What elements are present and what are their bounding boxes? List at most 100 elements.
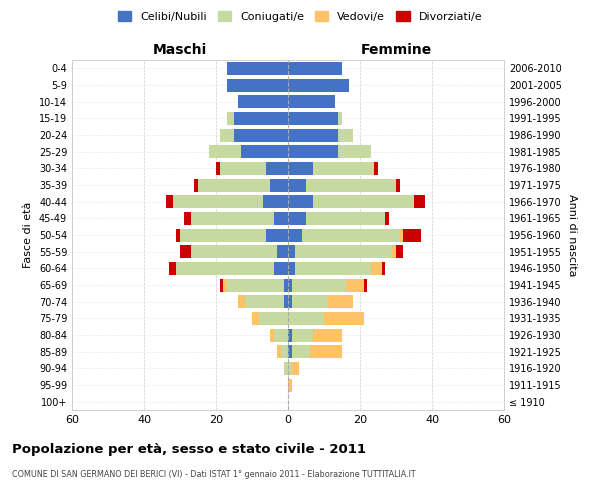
Bar — [306, 212, 385, 225]
Bar — [292, 345, 310, 358]
Bar — [313, 162, 374, 175]
Bar — [302, 228, 400, 241]
Bar — [191, 245, 277, 258]
Bar — [216, 162, 220, 175]
Bar — [238, 295, 245, 308]
Bar — [292, 278, 346, 291]
Bar — [284, 362, 288, 375]
Bar — [227, 278, 284, 291]
Bar — [328, 295, 353, 308]
Bar — [288, 128, 338, 141]
Bar — [166, 195, 173, 208]
Bar — [288, 328, 292, 342]
Bar — [234, 112, 288, 125]
Bar — [292, 295, 328, 308]
Legend: Celibi/Nubili, Coniugati/e, Vedovi/e, Divorziati/e: Celibi/Nubili, Coniugati/e, Vedovi/e, Di… — [115, 8, 485, 25]
Bar — [274, 212, 288, 225]
Bar — [284, 278, 288, 291]
Bar — [400, 228, 403, 241]
Bar — [392, 245, 396, 258]
Bar — [266, 162, 288, 175]
Bar — [277, 245, 288, 258]
Bar — [194, 178, 198, 192]
Bar — [245, 295, 284, 308]
Bar — [288, 212, 306, 225]
Bar — [288, 312, 324, 325]
Bar — [284, 295, 288, 308]
Y-axis label: Anni di nascita: Anni di nascita — [567, 194, 577, 276]
Bar — [180, 245, 191, 258]
Bar — [288, 78, 349, 92]
Bar — [385, 212, 389, 225]
Bar — [313, 328, 342, 342]
Bar — [288, 112, 338, 125]
Bar — [173, 195, 263, 208]
Bar — [169, 262, 176, 275]
Bar — [403, 228, 421, 241]
Bar — [227, 62, 288, 75]
Bar — [288, 145, 338, 158]
Bar — [288, 378, 292, 392]
Bar — [288, 345, 292, 358]
Bar — [234, 128, 288, 141]
Text: Maschi: Maschi — [153, 42, 207, 56]
Bar — [266, 228, 288, 241]
Bar — [374, 162, 378, 175]
Bar — [371, 262, 382, 275]
Bar — [338, 112, 342, 125]
Bar — [396, 245, 403, 258]
Bar — [270, 328, 274, 342]
Bar — [288, 162, 313, 175]
Bar — [288, 62, 342, 75]
Bar — [220, 162, 266, 175]
Bar — [313, 195, 414, 208]
Bar — [209, 145, 241, 158]
Bar — [274, 262, 288, 275]
Bar — [310, 345, 342, 358]
Bar — [292, 362, 299, 375]
Bar — [396, 178, 400, 192]
Bar — [346, 278, 364, 291]
Bar — [338, 145, 371, 158]
Bar — [220, 128, 234, 141]
Bar — [223, 278, 227, 291]
Bar — [295, 245, 392, 258]
Bar — [288, 278, 292, 291]
Bar — [274, 328, 288, 342]
Bar — [288, 245, 295, 258]
Bar — [191, 212, 274, 225]
Bar — [414, 195, 425, 208]
Bar — [176, 228, 180, 241]
Bar — [184, 212, 191, 225]
Bar — [220, 278, 223, 291]
Bar — [238, 95, 288, 108]
Bar — [288, 295, 292, 308]
Text: Femmine: Femmine — [361, 42, 431, 56]
Bar — [382, 262, 385, 275]
Bar — [176, 262, 274, 275]
Bar — [364, 278, 367, 291]
Bar — [288, 262, 295, 275]
Bar — [288, 195, 313, 208]
Bar — [263, 195, 288, 208]
Bar — [252, 312, 259, 325]
Bar — [292, 328, 313, 342]
Bar — [180, 228, 266, 241]
Bar — [295, 262, 371, 275]
Bar — [324, 312, 364, 325]
Bar — [288, 95, 335, 108]
Bar — [288, 228, 302, 241]
Bar — [227, 112, 234, 125]
Y-axis label: Fasce di età: Fasce di età — [23, 202, 33, 268]
Bar — [277, 345, 281, 358]
Bar — [306, 178, 396, 192]
Bar — [270, 178, 288, 192]
Bar — [338, 128, 353, 141]
Bar — [259, 312, 288, 325]
Bar — [198, 178, 270, 192]
Text: COMUNE DI SAN GERMANO DEI BERICI (VI) - Dati ISTAT 1° gennaio 2011 - Elaborazion: COMUNE DI SAN GERMANO DEI BERICI (VI) - … — [12, 470, 416, 479]
Bar — [288, 178, 306, 192]
Bar — [288, 362, 292, 375]
Bar — [241, 145, 288, 158]
Bar — [281, 345, 288, 358]
